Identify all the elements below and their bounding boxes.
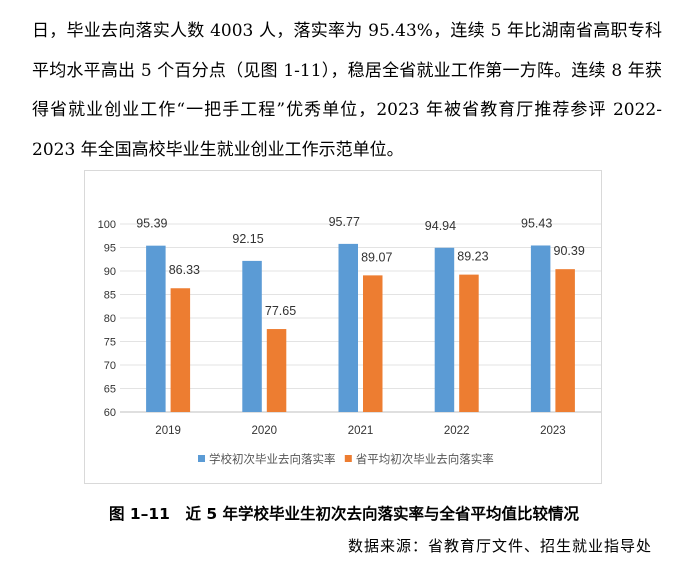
bar-school-2021 bbox=[338, 243, 358, 412]
data-label: 86.33 bbox=[169, 263, 200, 277]
data-label: 77.65 bbox=[265, 304, 296, 318]
legend-swatch bbox=[198, 455, 205, 462]
x-tick-label: 2022 bbox=[444, 425, 470, 437]
y-tick-label: 90 bbox=[104, 266, 116, 278]
y-tick-label: 75 bbox=[104, 337, 116, 349]
legend-label: 省平均初次毕业去向落实率 bbox=[356, 452, 494, 466]
bar-province-2020 bbox=[266, 329, 287, 412]
x-tick-label: 2023 bbox=[540, 425, 566, 437]
legend-label: 学校初次毕业去向落实率 bbox=[209, 452, 336, 466]
data-label: 92.15 bbox=[232, 232, 263, 246]
data-label: 90.39 bbox=[554, 244, 585, 258]
bar-school-2023 bbox=[530, 245, 551, 412]
x-tick-label: 2021 bbox=[348, 425, 374, 437]
paragraph-text: 日，毕业去向落实人数 4003 人，落实率为 95.43%，连续 5 年比湖南省… bbox=[32, 21, 662, 160]
body-paragraph: 日，毕业去向落实人数 4003 人，落实率为 95.43%，连续 5 年比湖南省… bbox=[32, 12, 662, 170]
data-label: 95.77 bbox=[329, 215, 360, 229]
data-label: 94.94 bbox=[425, 219, 456, 233]
bar-province-2021 bbox=[363, 275, 383, 412]
bar-chart-svg: 60 65 70 75 80 85 90 95 100 2019 95.39 86.33 2020 92.… bbox=[98, 215, 601, 466]
x-tick-label: 2020 bbox=[252, 425, 278, 437]
bar-school-2020 bbox=[242, 260, 262, 412]
legend-swatch bbox=[344, 455, 352, 462]
y-tick-label: 80 bbox=[104, 313, 116, 325]
y-tick-label: 85 bbox=[104, 290, 116, 302]
y-tick-label: 70 bbox=[104, 360, 116, 372]
chart: 60 65 70 75 80 85 90 95 100 2019 95.39 86.33 2020 92.… bbox=[84, 170, 602, 484]
data-label: 95.39 bbox=[136, 217, 167, 231]
y-tick-label: 60 bbox=[104, 407, 116, 419]
data-source: 数据来源：省教育厅文件、招生就业指导处 bbox=[347, 537, 652, 555]
data-label: 95.43 bbox=[521, 216, 552, 230]
y-tick-label: 65 bbox=[104, 384, 116, 396]
figure-caption: 图 1–11 近 5 年学校毕业生初次去向落实率与全省平均值比较情况 bbox=[108, 505, 580, 523]
data-label: 89.23 bbox=[457, 250, 488, 264]
data-label: 89.07 bbox=[361, 250, 392, 264]
x-tick-label: 2019 bbox=[155, 425, 181, 437]
y-tick-label: 95 bbox=[104, 243, 116, 255]
bar-province-2019 bbox=[170, 288, 191, 412]
bar-school-2022 bbox=[434, 247, 455, 412]
bar-province-2023 bbox=[555, 269, 575, 412]
y-tick-label: 100 bbox=[98, 219, 116, 231]
bar-province-2022 bbox=[459, 274, 479, 412]
bar-school-2019 bbox=[146, 245, 166, 412]
